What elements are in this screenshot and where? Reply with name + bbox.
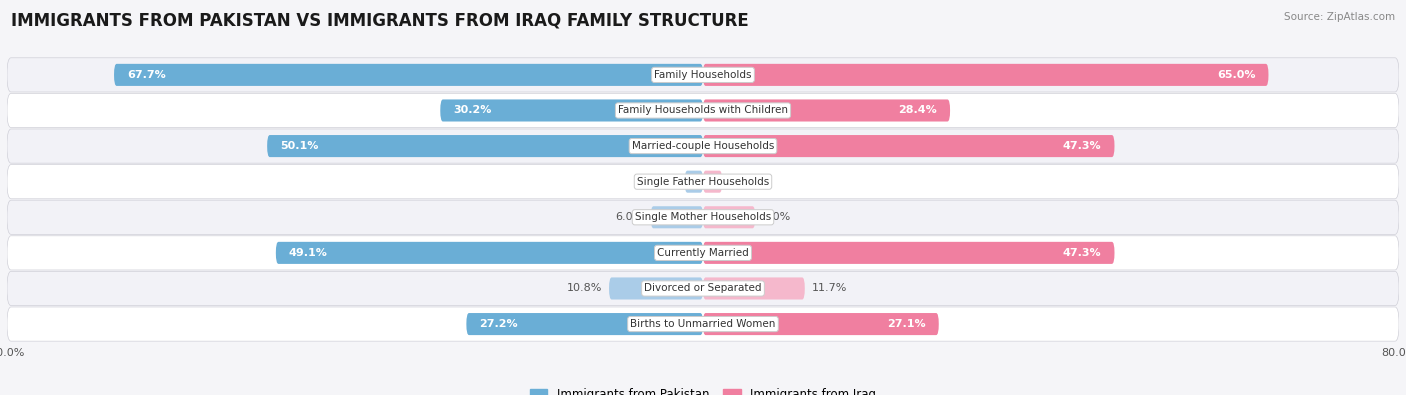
FancyBboxPatch shape: [267, 135, 703, 157]
Text: Family Households: Family Households: [654, 70, 752, 80]
Text: 2.2%: 2.2%: [730, 177, 758, 187]
Text: 50.1%: 50.1%: [280, 141, 319, 151]
FancyBboxPatch shape: [7, 93, 1399, 128]
Text: 2.1%: 2.1%: [650, 177, 678, 187]
Text: 65.0%: 65.0%: [1218, 70, 1256, 80]
FancyBboxPatch shape: [114, 64, 703, 86]
FancyBboxPatch shape: [703, 64, 1268, 86]
Text: 49.1%: 49.1%: [288, 248, 328, 258]
Text: Married-couple Households: Married-couple Households: [631, 141, 775, 151]
Text: 11.7%: 11.7%: [811, 284, 848, 293]
FancyBboxPatch shape: [7, 200, 1399, 234]
FancyBboxPatch shape: [703, 242, 1115, 264]
Text: Single Mother Households: Single Mother Households: [636, 212, 770, 222]
Text: 27.1%: 27.1%: [887, 319, 925, 329]
FancyBboxPatch shape: [276, 242, 703, 264]
FancyBboxPatch shape: [609, 277, 703, 299]
FancyBboxPatch shape: [440, 100, 703, 122]
Text: IMMIGRANTS FROM PAKISTAN VS IMMIGRANTS FROM IRAQ FAMILY STRUCTURE: IMMIGRANTS FROM PAKISTAN VS IMMIGRANTS F…: [11, 12, 749, 30]
Text: Births to Unmarried Women: Births to Unmarried Women: [630, 319, 776, 329]
FancyBboxPatch shape: [467, 313, 703, 335]
FancyBboxPatch shape: [7, 129, 1399, 163]
FancyBboxPatch shape: [703, 206, 755, 228]
Text: 67.7%: 67.7%: [127, 70, 166, 80]
Text: 47.3%: 47.3%: [1063, 248, 1101, 258]
FancyBboxPatch shape: [7, 165, 1399, 199]
FancyBboxPatch shape: [703, 277, 804, 299]
Text: Divorced or Separated: Divorced or Separated: [644, 284, 762, 293]
FancyBboxPatch shape: [7, 307, 1399, 341]
FancyBboxPatch shape: [703, 135, 1115, 157]
FancyBboxPatch shape: [703, 313, 939, 335]
FancyBboxPatch shape: [7, 271, 1399, 306]
FancyBboxPatch shape: [703, 171, 723, 193]
Text: 10.8%: 10.8%: [567, 284, 602, 293]
Text: Single Father Households: Single Father Households: [637, 177, 769, 187]
Text: 6.0%: 6.0%: [762, 212, 790, 222]
FancyBboxPatch shape: [651, 206, 703, 228]
Text: 6.0%: 6.0%: [616, 212, 644, 222]
Text: 27.2%: 27.2%: [479, 319, 517, 329]
FancyBboxPatch shape: [703, 100, 950, 122]
FancyBboxPatch shape: [7, 58, 1399, 92]
Text: Family Households with Children: Family Households with Children: [619, 105, 787, 115]
Text: 47.3%: 47.3%: [1063, 141, 1101, 151]
Text: 30.2%: 30.2%: [453, 105, 492, 115]
FancyBboxPatch shape: [7, 236, 1399, 270]
Text: Currently Married: Currently Married: [657, 248, 749, 258]
FancyBboxPatch shape: [685, 171, 703, 193]
Legend: Immigrants from Pakistan, Immigrants from Iraq: Immigrants from Pakistan, Immigrants fro…: [530, 388, 876, 395]
Text: 28.4%: 28.4%: [898, 105, 936, 115]
Text: Source: ZipAtlas.com: Source: ZipAtlas.com: [1284, 12, 1395, 22]
